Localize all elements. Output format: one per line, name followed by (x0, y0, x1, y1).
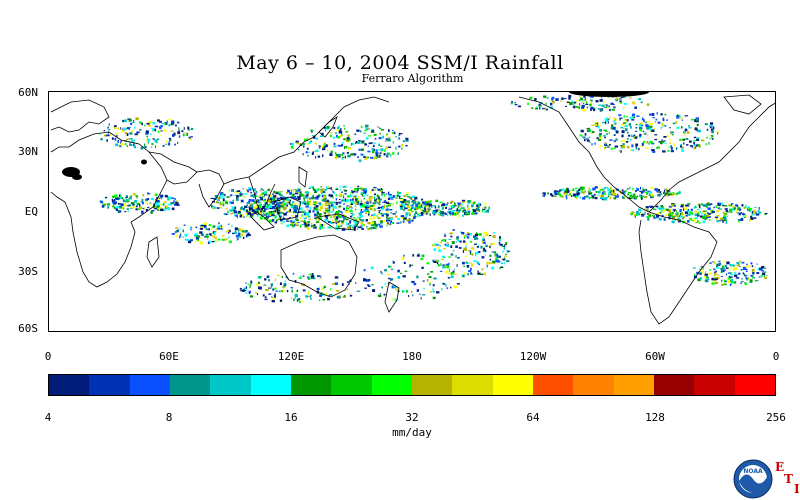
colorbar-segment (169, 375, 211, 395)
eti-letter-e: E (775, 460, 785, 474)
colorbar-segment (250, 375, 291, 395)
colorbar-segment (694, 375, 735, 395)
colorbar-segment (49, 375, 90, 395)
colorbar-tick-256: 256 (766, 411, 786, 424)
colorbar-tick-32: 32 (405, 411, 419, 424)
colorbar-segment (653, 375, 695, 395)
rainfall-colorbar (48, 374, 776, 396)
coastline-philippines (298, 166, 308, 188)
coastline-sumatra (248, 206, 275, 231)
lon-label-180: 180 (402, 350, 422, 363)
coastlines (50, 94, 775, 325)
lat-label-30n: 30N (18, 145, 38, 158)
coastline-europe (50, 99, 110, 133)
colorbar-units: mm/day (392, 426, 432, 439)
coastline-north-america (518, 96, 775, 213)
colorbar-segment (371, 375, 412, 395)
coastline-southeast-asia (248, 176, 276, 213)
coastline-arabia (148, 151, 198, 185)
colorbar-segment (290, 375, 332, 395)
coastline-india (196, 169, 225, 208)
colorbar-tick-128: 128 (645, 411, 665, 424)
colorbar-tick-64: 64 (526, 411, 540, 424)
coastline-australia (280, 234, 358, 298)
coastline-greenland (723, 94, 762, 115)
coastline-borneo (273, 196, 302, 221)
lon-label-60e: 60E (159, 350, 179, 363)
colorbar-segment (452, 375, 493, 395)
coastline-new-guinea (315, 213, 360, 231)
noaa-logo-icon: NOAA (733, 459, 773, 499)
coastline-south-america (638, 211, 718, 325)
colorbar-segment (411, 375, 453, 395)
lon-label-120e: 120E (277, 350, 305, 363)
lon-label-120w: 120W (519, 350, 547, 363)
colorbar-segment (331, 375, 372, 395)
colorbar-segment (613, 375, 654, 395)
coastline-new-zealand (384, 281, 400, 313)
map-subtitle: Ferraro Algorithm (361, 72, 464, 85)
rainfall-map-svg (50, 92, 775, 325)
map-title: May 6 – 10, 2004 SSM/I Rainfall (236, 52, 564, 74)
colorbar-segment (734, 375, 775, 395)
rainfall-layer (62, 92, 768, 304)
colorbar-segment (532, 375, 574, 395)
lon-label-0-left: 0 (44, 350, 52, 363)
coastline-east-asia (223, 96, 390, 185)
eti-letter-i: I (794, 482, 800, 496)
noaa-logo-text: NOAA (743, 468, 763, 475)
colorbar-segment (492, 375, 533, 395)
colorbar-segment (573, 375, 614, 395)
colorbar-segment (89, 375, 130, 395)
colorbar-segment (129, 375, 170, 395)
lat-label-60s: 60S (18, 322, 38, 335)
coastline-japan (318, 116, 338, 138)
eti-letter-t: T (784, 472, 793, 486)
coastline-madagascar (146, 236, 160, 268)
lat-label-eq: EQ (24, 205, 38, 218)
lat-label-60n: 60N (18, 86, 38, 99)
rainfall-map (48, 91, 776, 332)
colorbar-tick-8: 8 (165, 411, 173, 424)
colorbar-tick-16: 16 (284, 411, 298, 424)
lon-label-0-right: 0 (772, 350, 780, 363)
colorbar-segment (210, 375, 251, 395)
lat-label-30s: 30S (18, 265, 38, 278)
colorbar-tick-4: 4 (44, 411, 52, 424)
coastline-africa (50, 131, 168, 288)
lon-label-60w: 60W (645, 350, 665, 363)
